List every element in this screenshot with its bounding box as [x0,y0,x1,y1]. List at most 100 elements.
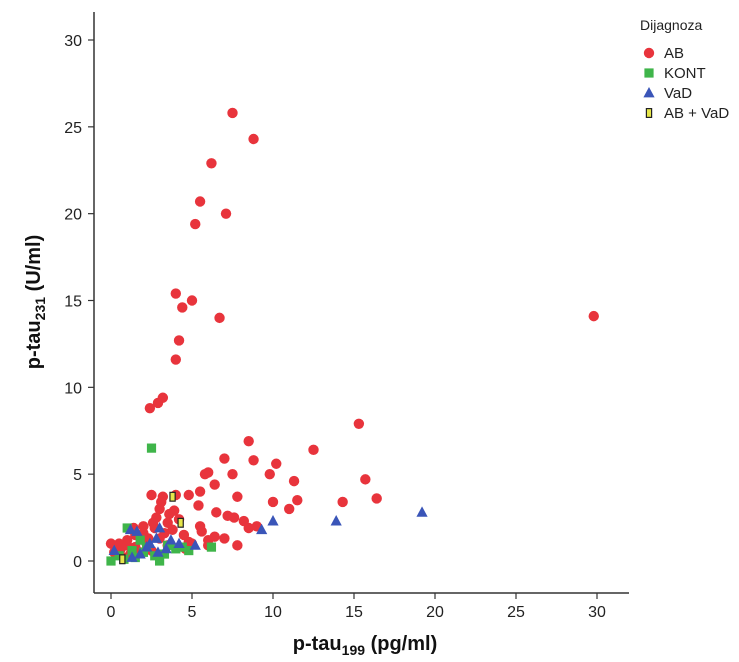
data-point-ab [156,496,167,508]
data-point-ab [170,288,181,299]
data-point-vad [189,539,201,550]
legend: Dijagnoza AB KONT VaD AB + VaD [640,17,729,122]
legend-label-vad: VaD [664,85,692,102]
data-point-ab [173,335,185,346]
x-tick-label: 0 [107,604,116,621]
data-point-ab [227,468,238,480]
x-axis-title-main: p-tau [293,633,342,655]
data-point-ab [211,507,222,518]
data-point-ab [209,531,220,542]
data-point-kont [159,549,170,559]
data-point-kont [114,551,124,561]
data-point-vad [173,537,185,549]
x-tick-label: 30 [588,604,606,621]
data-point-ab [248,455,259,466]
data-point-ab [360,474,371,485]
legend-marker-vad [643,87,655,98]
data-point-vad [152,546,164,557]
y-axis-title-subscript: 231 [32,297,48,321]
legend-title: Dijagnoza [640,17,702,33]
legend-marker-kont [644,68,654,78]
data-point-ab [337,496,348,508]
data-point-ab [167,524,178,535]
data-point-ab [193,500,204,511]
data-point-vad [126,551,138,562]
data-point-vad [108,544,120,555]
ticks: 0 5 10 15 20 25 30 0 5 10 15 20 25 30 [64,33,606,621]
data-point-kont [138,547,148,557]
data-point-ab-vad [169,491,176,502]
data-point-ab [284,503,295,515]
data-point-ab [183,489,194,501]
y-tick-label: 0 [73,554,82,571]
data-point-ab-vad [177,517,184,528]
data-point-ab-vad [119,554,126,565]
data-points [105,107,599,566]
x-axis-title: p-tau199 (pg/ml) [293,633,437,658]
data-point-ab [243,435,254,447]
data-point-vad [131,525,143,536]
data-point-kont [184,545,194,556]
data-point-ab [219,533,230,544]
y-tick-label: 25 [64,120,82,137]
data-point-ab [194,486,206,497]
data-point-ab [219,453,230,464]
x-tick-label: 20 [426,604,444,621]
data-point-kont [146,443,157,453]
data-point-ab [152,397,164,409]
data-point-ab [209,479,220,490]
data-point-ab [243,522,254,534]
data-point-ab [248,133,259,145]
y-tick-label: 15 [64,294,82,311]
data-point-ab [194,196,206,207]
data-point-kont [171,544,181,554]
data-point-ab [267,496,279,508]
y-axis-title-unit: (U/ml) [23,235,45,297]
y-axis-title-main: p-tau [23,320,45,369]
data-point-ab [206,158,217,169]
legend-label-kont: KONT [664,65,706,82]
data-point-ab [271,458,282,469]
data-point-ab [264,468,275,480]
data-point-ab [144,402,156,414]
legend-marker-ab [643,47,655,59]
data-point-ab [186,295,198,306]
data-point-vad [416,506,428,517]
data-point-ab [190,218,201,230]
data-point-vad [256,523,268,535]
axes [93,12,629,594]
x-tick-label: 10 [264,604,282,621]
x-tick-label: 5 [188,604,197,621]
data-point-vad [267,515,279,526]
data-point-vad [150,532,162,543]
data-point-ab [220,208,232,219]
data-point-ab [308,444,319,456]
data-point-ab [168,505,180,516]
data-point-ab [353,418,365,430]
x-tick-label: 15 [345,604,363,621]
legend-label-ab-vad: AB + VaD [664,105,729,122]
data-point-vad [134,548,146,559]
data-point-ab [177,302,188,313]
data-point-ab [146,489,157,501]
data-point-kont [122,523,132,533]
data-point-ab [196,526,207,537]
legend-label-ab: AB [664,45,684,62]
data-point-vad [154,522,166,533]
data-point-kont [135,535,145,545]
data-point-kont [106,556,116,566]
data-point-ab [214,312,225,324]
legend-items: AB KONT VaD AB + VaD [643,45,729,122]
data-point-vad [160,542,172,554]
data-point-vad [141,541,153,552]
data-point-kont [163,540,173,550]
data-point-ab [227,107,238,119]
data-point-kont [127,545,137,556]
x-axis-title-unit: (pg/ml) [365,633,437,655]
data-point-ab [147,517,159,528]
data-point-ab [199,468,211,480]
y-tick-label: 10 [64,380,82,397]
y-tick-label: 30 [64,33,82,50]
data-point-vad [124,523,137,535]
